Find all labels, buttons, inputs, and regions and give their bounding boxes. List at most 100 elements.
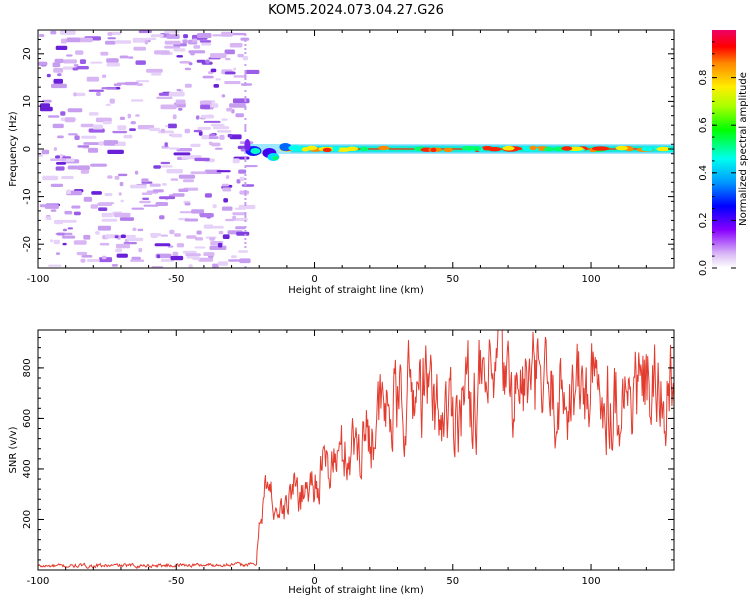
carrier-blob bbox=[360, 146, 369, 152]
noise-edge bbox=[244, 242, 247, 244]
x-tick-label: -50 bbox=[168, 274, 184, 285]
noise-speckle bbox=[53, 68, 64, 73]
carrier-blob bbox=[544, 146, 554, 152]
noise-edge bbox=[244, 48, 247, 50]
noise-speckle bbox=[75, 50, 84, 55]
noise-speckle bbox=[101, 255, 107, 260]
colorbar-label: Normalized spectral amplitude bbox=[738, 72, 749, 226]
figure-title: KOM5.2024.073.04.27.G26 bbox=[268, 3, 444, 18]
noise-speckle bbox=[242, 56, 248, 61]
noise-speckle bbox=[107, 37, 116, 40]
noise-speckle bbox=[144, 39, 148, 45]
noise-edge bbox=[244, 96, 247, 98]
noise-speckle bbox=[172, 251, 179, 256]
noise-speckle bbox=[239, 190, 250, 195]
noise-speckle bbox=[57, 135, 64, 139]
noise-speckle bbox=[203, 252, 215, 256]
turbulence-blob bbox=[288, 145, 303, 151]
noise-speckle bbox=[213, 84, 219, 88]
noise-speckle bbox=[113, 212, 131, 218]
noise-speckle bbox=[64, 117, 75, 123]
noise-speckle bbox=[38, 61, 48, 66]
noise-speckle bbox=[48, 264, 62, 267]
noise-speckle bbox=[97, 202, 112, 206]
noise-speckle bbox=[76, 66, 89, 70]
noise-speckle bbox=[50, 30, 57, 35]
turbulence-blob bbox=[279, 143, 292, 151]
noise-edge bbox=[244, 202, 247, 204]
noise-speckle bbox=[107, 149, 124, 154]
y-tick-label: 400 bbox=[22, 459, 33, 478]
noise-edge bbox=[244, 246, 247, 248]
noise-speckle bbox=[67, 108, 83, 113]
noise-speckle bbox=[135, 114, 140, 117]
noise-speckle bbox=[152, 189, 164, 193]
noise-speckle bbox=[90, 204, 98, 209]
noise-speckle bbox=[143, 204, 159, 207]
noise-speckle bbox=[168, 147, 180, 150]
noise-edge bbox=[244, 238, 247, 240]
noise-speckle bbox=[139, 200, 151, 204]
noise-speckle bbox=[205, 59, 210, 64]
noise-speckle bbox=[159, 196, 176, 200]
noise-edge bbox=[244, 194, 247, 196]
noise-speckle bbox=[114, 40, 132, 44]
noise-edge bbox=[244, 34, 247, 36]
noise-speckle bbox=[86, 259, 100, 262]
noise-speckle bbox=[38, 34, 45, 37]
noise-speckle bbox=[176, 148, 193, 152]
noise-speckle bbox=[81, 135, 97, 139]
noise-speckle bbox=[210, 53, 227, 58]
noise-speckle bbox=[226, 107, 233, 112]
noise-speckle bbox=[66, 189, 71, 195]
noise-speckle bbox=[110, 58, 117, 61]
noise-speckle bbox=[77, 165, 90, 170]
noise-edge bbox=[244, 260, 247, 262]
noise-speckle bbox=[167, 123, 177, 129]
noise-speckle bbox=[229, 103, 246, 108]
noise-edge bbox=[244, 198, 247, 200]
noise-speckle bbox=[106, 62, 120, 67]
noise-speckle bbox=[161, 183, 167, 186]
noise-speckle bbox=[201, 42, 212, 46]
noise-speckle bbox=[178, 188, 189, 192]
noise-speckle bbox=[199, 100, 212, 106]
noise-speckle bbox=[118, 192, 122, 196]
noise-speckle bbox=[238, 250, 248, 253]
noise-speckle bbox=[178, 174, 196, 179]
noise-edge bbox=[244, 44, 247, 46]
noise-speckle bbox=[156, 96, 173, 99]
noise-edge bbox=[244, 128, 247, 130]
noise-speckle bbox=[164, 142, 168, 147]
noise-speckle bbox=[90, 163, 107, 167]
noise-speckle bbox=[61, 219, 77, 223]
noise-speckle bbox=[200, 114, 215, 119]
noise-speckle bbox=[208, 136, 219, 139]
noise-speckle bbox=[60, 111, 66, 116]
noise-speckle bbox=[53, 147, 57, 151]
noise-speckle bbox=[191, 209, 205, 214]
noise-speckle bbox=[71, 205, 81, 209]
noise-speckle bbox=[39, 204, 55, 208]
noise-speckle bbox=[166, 34, 180, 39]
noise-speckle bbox=[229, 32, 247, 36]
noise-speckle bbox=[74, 135, 80, 140]
snr-ylabel: SNR (v/v) bbox=[8, 426, 19, 473]
noise-speckle bbox=[130, 121, 136, 125]
noise-speckle bbox=[113, 83, 122, 87]
carrier-blob bbox=[529, 145, 537, 151]
noise-speckle bbox=[227, 133, 233, 138]
noise-speckle bbox=[62, 235, 76, 239]
x-tick-label: 50 bbox=[446, 576, 459, 587]
noise-speckle bbox=[47, 115, 60, 118]
noise-speckle bbox=[101, 218, 118, 222]
noise-speckle bbox=[56, 162, 66, 165]
noise-speckle bbox=[173, 48, 186, 52]
noise-speckle bbox=[107, 32, 113, 36]
noise-speckle bbox=[172, 193, 185, 197]
colorbar-tick-label: 0.0 bbox=[698, 260, 709, 276]
noise-speckle bbox=[184, 202, 191, 206]
noise-speckle bbox=[197, 33, 212, 38]
